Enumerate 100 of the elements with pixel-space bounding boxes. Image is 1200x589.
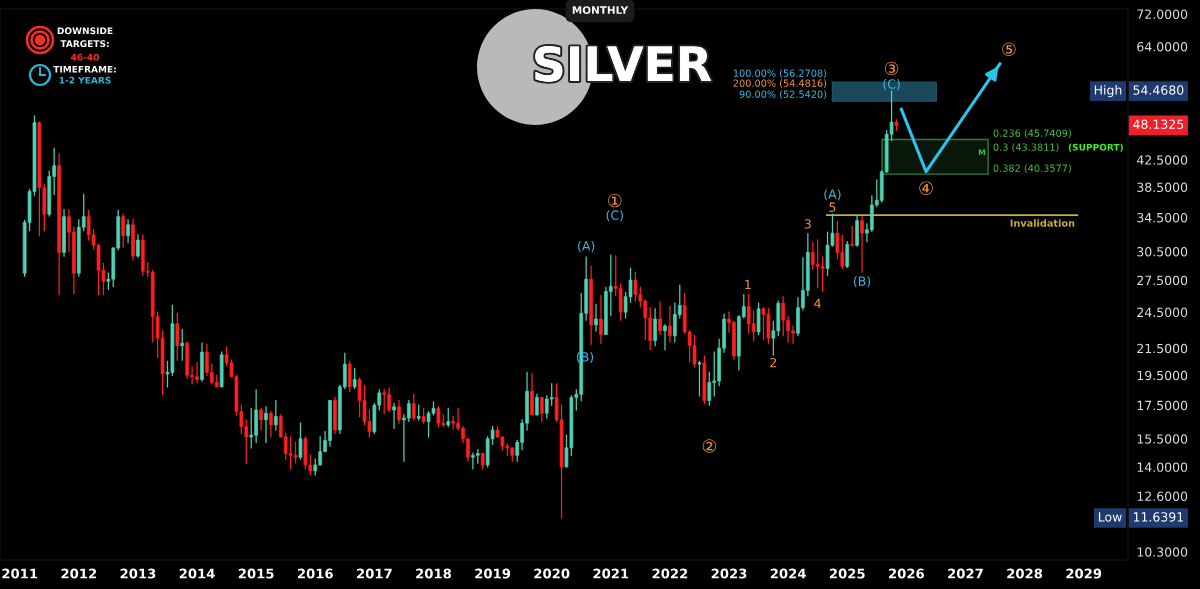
candlestick xyxy=(382,389,387,414)
candlestick xyxy=(540,396,544,423)
candlestick xyxy=(618,283,623,321)
x-tick-label: 2019 xyxy=(475,568,511,579)
x-tick-label: 2014 xyxy=(179,568,215,579)
candlestick xyxy=(535,393,539,416)
candlestick xyxy=(136,234,140,258)
candlestick xyxy=(126,219,130,244)
annotation: ③ xyxy=(884,61,899,76)
y-tick-label: 10.3000 xyxy=(1137,547,1188,557)
x-tick-label: 2021 xyxy=(593,568,629,579)
annotation: 3 xyxy=(804,219,811,229)
x-tick-label: 2022 xyxy=(652,568,688,579)
candlestick xyxy=(820,256,825,293)
y-tick-label: 30.5000 xyxy=(1137,247,1188,257)
annotation: 0.3 (43.3811) xyxy=(993,143,1059,152)
annotation: 100.00% (56.2708) xyxy=(733,69,827,78)
y-tick-label: 72.0000 xyxy=(1137,9,1188,19)
candlestick xyxy=(269,410,273,438)
x-tick-label: 2028 xyxy=(1007,568,1043,579)
annotation: 90.00% (52.5420) xyxy=(739,90,827,99)
candlestick xyxy=(436,406,441,428)
annotation: 0.382 (40.3577) xyxy=(993,164,1071,173)
y-tick-label: 19.5000 xyxy=(1137,370,1188,381)
candlestick xyxy=(707,371,712,406)
text: 11.6391 xyxy=(1133,512,1184,522)
x-tick-label: 2017 xyxy=(357,568,392,579)
x-tick-label: 2027 xyxy=(948,568,983,579)
ref-line-label: Invalidation xyxy=(1010,219,1075,227)
candlestick xyxy=(653,308,657,347)
annotation: MONTHLY xyxy=(572,6,629,15)
candlestick xyxy=(259,407,263,431)
text: 54.4680 xyxy=(1133,85,1184,95)
annotation: 1 xyxy=(745,279,751,290)
annotation: ① xyxy=(608,193,622,208)
candlestick xyxy=(594,303,598,332)
annotation: (A) xyxy=(824,189,841,201)
annotation: (C) xyxy=(883,79,900,91)
candlestick xyxy=(697,360,702,397)
annotation: 0.236 (45.7409) xyxy=(993,129,1071,138)
candlestick xyxy=(352,367,357,389)
annotation: 5 xyxy=(829,202,836,212)
annotation: DOWNSIDE TARGETS: xyxy=(57,27,113,48)
y-tick-label: 42.5000 xyxy=(1136,155,1188,165)
annotation: (SUPPORT) xyxy=(1068,143,1123,152)
x-tick-label: 2011 xyxy=(2,568,38,579)
candlestick xyxy=(751,310,756,342)
text: 48.1325 xyxy=(1133,119,1184,129)
candlestick xyxy=(397,399,401,424)
annotation: High xyxy=(1094,85,1122,98)
y-tick-label: 15.5000 xyxy=(1137,434,1188,444)
candlestick xyxy=(264,406,268,443)
annotation: TIMEFRAME: xyxy=(53,65,116,73)
annotation: (A) xyxy=(578,241,595,253)
candlestick xyxy=(781,296,786,337)
y-tick-label: 27.5000 xyxy=(1137,275,1188,286)
candlestick xyxy=(860,216,864,273)
x-tick-label: 2018 xyxy=(416,568,452,579)
y-tick-label: 38.5000 xyxy=(1137,182,1188,193)
annotation: Low xyxy=(1098,512,1122,522)
x-tick-label: 2015 xyxy=(238,568,274,579)
candlestick xyxy=(633,271,638,302)
candlestick xyxy=(599,295,603,344)
y-tick-label: 21.5000 xyxy=(1137,343,1188,354)
candlestick xyxy=(411,393,416,421)
y-tick-label: 24.5000 xyxy=(1137,307,1188,318)
y-tick-label: 14.0000 xyxy=(1137,462,1188,472)
annotation: 4 xyxy=(814,298,821,308)
x-tick-label: 2020 xyxy=(534,568,570,579)
candlestick xyxy=(850,225,854,247)
x-tick-label: 2013 xyxy=(120,568,156,579)
annotation: ④ xyxy=(919,181,933,195)
x-tick-label: 2012 xyxy=(61,568,97,579)
candlestick xyxy=(756,302,761,336)
y-tick-label: 64.0000 xyxy=(1137,42,1188,52)
annotation: ② xyxy=(702,439,717,453)
annotation: (B) xyxy=(853,276,871,288)
candlestick xyxy=(121,213,125,248)
y-tick-label: 12.6000 xyxy=(1137,491,1188,501)
candlestick xyxy=(298,422,303,460)
candlestick xyxy=(392,403,396,429)
candlestick xyxy=(446,407,451,428)
candlestick xyxy=(347,360,352,392)
candlestick xyxy=(845,241,850,269)
x-tick-label: 2026 xyxy=(889,568,924,579)
annotation: 46-40 xyxy=(70,53,100,61)
candlestick xyxy=(663,324,667,351)
candlestick xyxy=(530,373,534,416)
annotation: 200.00% (54.4816) xyxy=(733,79,827,88)
annotation: ⑤ xyxy=(1002,42,1016,57)
x-tick-label: 2024 xyxy=(770,568,806,579)
candlestick xyxy=(180,328,185,361)
candlestick xyxy=(658,301,662,336)
candlestick xyxy=(175,312,180,361)
annotation: 1-2 YEARS xyxy=(59,76,111,84)
x-tick-label: 2016 xyxy=(297,568,333,579)
candlestick xyxy=(249,407,254,449)
annotation: (C) xyxy=(606,210,623,222)
candlestick xyxy=(668,305,672,343)
x-tick-label: 2023 xyxy=(711,568,747,579)
